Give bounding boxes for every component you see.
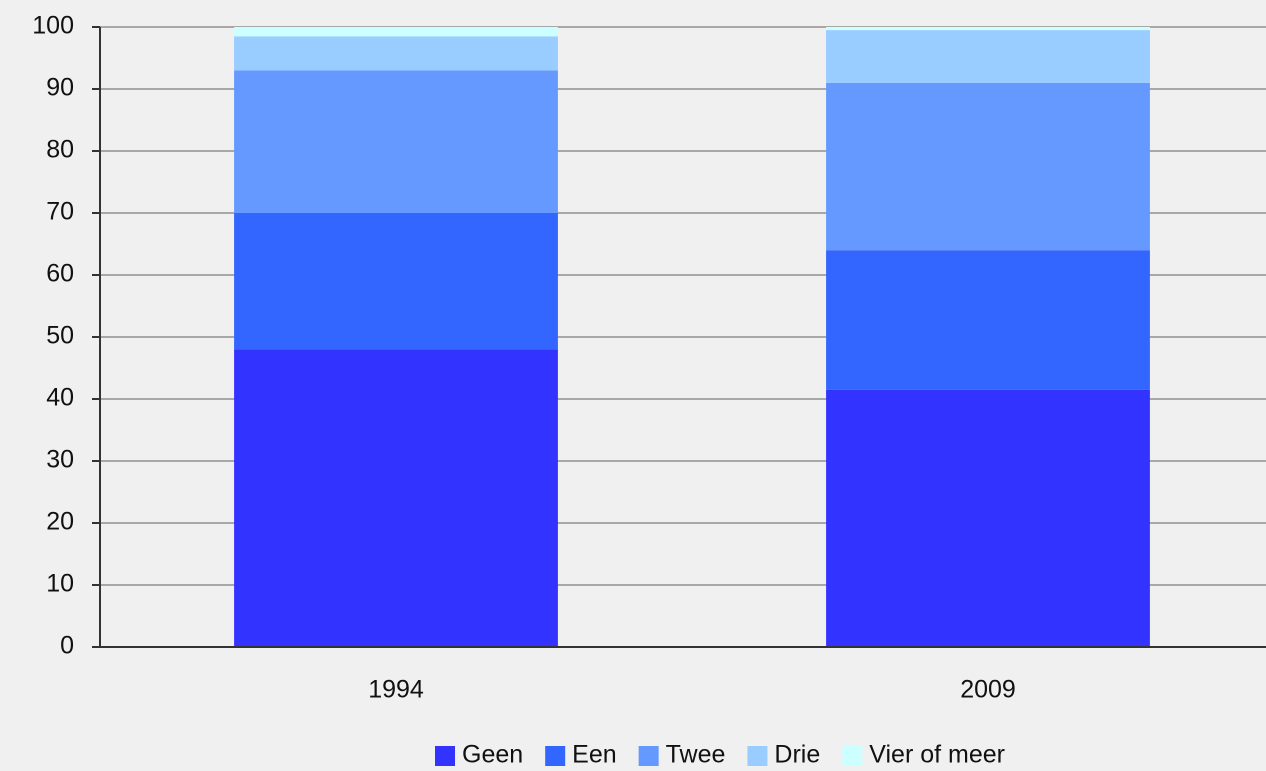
x-tick-label: 1994 xyxy=(368,676,424,704)
legend-swatch xyxy=(638,746,659,766)
bar-segment xyxy=(234,70,558,214)
legend-label: Een xyxy=(572,741,616,769)
legend-label: Drie xyxy=(774,741,820,769)
y-tick-label: 40 xyxy=(46,384,74,412)
y-tick-label: 100 xyxy=(32,12,74,40)
legend-label: Vier of meer xyxy=(869,741,1005,769)
y-tick-label: 0 xyxy=(60,632,74,660)
y-tick-label: 60 xyxy=(46,260,74,288)
bar-segment xyxy=(826,389,1150,647)
y-tick-label: 70 xyxy=(46,198,74,226)
y-tick-label: 90 xyxy=(46,74,74,102)
bar-segment xyxy=(826,250,1150,390)
legend-swatch xyxy=(747,746,768,766)
bar-segment xyxy=(234,36,558,71)
bar-segment xyxy=(234,213,558,350)
x-tick-label: 2009 xyxy=(960,676,1016,704)
y-tick-label: 30 xyxy=(46,446,74,474)
legend-swatch xyxy=(842,746,863,766)
bar-segment xyxy=(234,349,558,647)
legend-swatch xyxy=(435,746,456,766)
legend-label: Geen xyxy=(462,741,523,769)
bar-segment xyxy=(826,27,1150,31)
y-tick-label: 80 xyxy=(46,136,74,164)
y-tick-label: 10 xyxy=(46,570,74,598)
legend-label: Twee xyxy=(666,741,726,769)
y-tick-label: 20 xyxy=(46,508,74,536)
legend-swatch xyxy=(545,746,566,766)
bar-segment xyxy=(234,27,558,37)
y-tick-label: 50 xyxy=(46,322,74,350)
bar-segment xyxy=(826,82,1150,251)
bar-segment xyxy=(826,30,1150,83)
